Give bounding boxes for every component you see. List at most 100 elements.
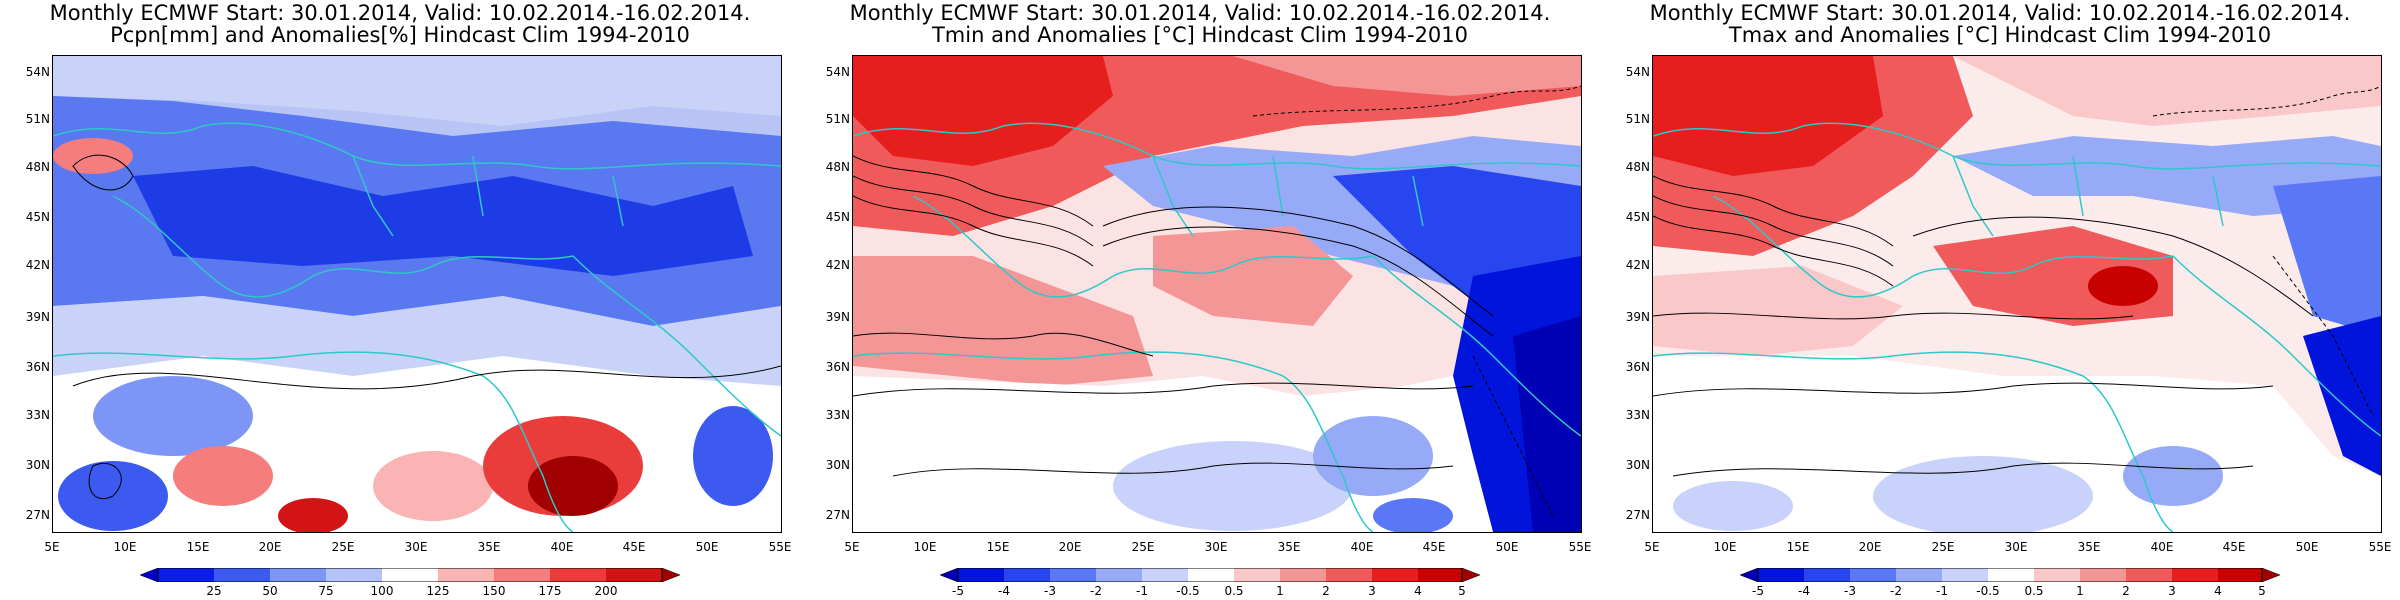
map-area [1652, 55, 2382, 533]
lon-label: 55E [768, 540, 792, 554]
colorbar-label: -2 [1090, 584, 1102, 598]
lat-label: 45N [825, 210, 850, 224]
lon-label: 5E [1644, 540, 1660, 554]
colorbar-label: -0.5 [1976, 584, 2000, 598]
anomaly-field [853, 56, 1581, 532]
panel-tmax: Monthly ECMWF Start: 30.01.2014, Valid: … [1600, 0, 2400, 600]
lat-label: 42N [25, 258, 50, 272]
lon-label: 20E [1858, 540, 1882, 554]
colorbar-label: 75 [318, 584, 334, 598]
lon-label: 45E [2222, 540, 2246, 554]
colorbar-label: 125 [426, 584, 450, 598]
lon-label: 50E [695, 540, 719, 554]
lat-label: 42N [1625, 258, 1650, 272]
lon-label: 25E [1131, 540, 1155, 554]
lon-label: 15E [186, 540, 210, 554]
lon-label: 35E [477, 540, 501, 554]
panel-title-line2: Pcpn[mm] and Anomalies[%] Hindcast Clim … [110, 23, 690, 47]
colorbar-label: 1 [2076, 584, 2084, 598]
anomaly-field [53, 56, 781, 532]
colorbar-label: -1 [1136, 584, 1148, 598]
lon-label: 25E [331, 540, 355, 554]
colorbar-label: -5 [1752, 584, 1764, 598]
colorbar-label: -5 [952, 584, 964, 598]
lat-label: 30N [25, 458, 50, 472]
lon-label: 5E [844, 540, 860, 554]
colorbar-label: -4 [998, 584, 1010, 598]
lat-label: 51N [1625, 112, 1650, 126]
colorbar-label: -3 [1844, 584, 1856, 598]
lat-label: 54N [1625, 65, 1650, 79]
contour-lines [72, 154, 781, 500]
panel-tmin: Monthly ECMWF Start: 30.01.2014, Valid: … [800, 0, 1600, 600]
coastlines [1653, 122, 2381, 532]
lat-label: 33N [825, 408, 850, 422]
colorbar-label: 5 [2258, 584, 2266, 598]
colorbar-label: 4 [1414, 584, 1422, 598]
panel-title-line1: Monthly ECMWF Start: 30.01.2014, Valid: … [849, 1, 1551, 25]
colorbar-label: 3 [2168, 584, 2176, 598]
contour-lines [853, 85, 1581, 517]
lat-label: 36N [1625, 360, 1650, 374]
lat-label: 30N [825, 458, 850, 472]
colorbar-label: 200 [594, 584, 618, 598]
map-area [852, 55, 1582, 533]
lat-label: 42N [825, 258, 850, 272]
lat-label: 45N [1625, 210, 1650, 224]
lat-label: 27N [25, 508, 50, 522]
lon-label: 45E [1422, 540, 1446, 554]
colorbar [940, 568, 1480, 582]
colorbar [1740, 568, 2280, 582]
lon-label: 15E [1786, 540, 1810, 554]
colorbar-label: 5 [1458, 584, 1466, 598]
colorbar-label: 1 [1276, 584, 1284, 598]
lon-label: 40E [2150, 540, 2174, 554]
lon-label: 20E [258, 540, 282, 554]
lat-label: 33N [1625, 408, 1650, 422]
lon-label: 35E [2077, 540, 2101, 554]
lon-label: 15E [986, 540, 1010, 554]
lat-label: 54N [825, 65, 850, 79]
lat-label: 39N [1625, 310, 1650, 324]
panel-precipitation: Monthly ECMWF Start: 30.01.2014, Valid: … [0, 0, 800, 600]
lat-label: 51N [825, 112, 850, 126]
colorbar-label: -3 [1044, 584, 1056, 598]
colorbar-label: 175 [538, 584, 562, 598]
lon-label: 30E [1204, 540, 1228, 554]
colorbar-label: 2 [1322, 584, 1330, 598]
panel-title-line2: Tmax and Anomalies [°C] Hindcast Clim 19… [1728, 23, 2272, 47]
lon-label: 40E [1350, 540, 1374, 554]
lon-label: 30E [2004, 540, 2028, 554]
colorbar-label: 25 [206, 584, 222, 598]
lon-label: 50E [1495, 540, 1519, 554]
lon-label: 25E [1931, 540, 1955, 554]
lat-label: 36N [25, 360, 50, 374]
lon-label: 50E [2295, 540, 2319, 554]
panel-title-line2: Tmin and Anomalies [°C] Hindcast Clim 19… [931, 23, 1469, 47]
panel-title-line1: Monthly ECMWF Start: 30.01.2014, Valid: … [49, 1, 751, 25]
colorbar-label: 0.5 [2024, 584, 2044, 598]
lon-label: 45E [622, 540, 646, 554]
colorbar-label: 2 [2122, 584, 2130, 598]
colorbar-label: -0.5 [1176, 584, 1200, 598]
lat-label: 30N [1625, 458, 1650, 472]
lat-label: 39N [825, 310, 850, 324]
map-area [52, 55, 782, 533]
lon-label: 55E [2368, 540, 2392, 554]
lat-label: 45N [25, 210, 50, 224]
coastlines [53, 122, 781, 532]
lat-label: 54N [25, 65, 50, 79]
lon-label: 5E [44, 540, 60, 554]
lat-label: 33N [25, 408, 50, 422]
lon-label: 10E [1713, 540, 1737, 554]
lon-label: 10E [913, 540, 937, 554]
colorbar-label: 4 [2214, 584, 2222, 598]
lon-label: 55E [1568, 540, 1592, 554]
colorbar-label: 3 [1368, 584, 1376, 598]
anomaly-field [1653, 56, 2381, 532]
lat-label: 48N [825, 160, 850, 174]
colorbar [140, 568, 680, 582]
colorbar-label: 100 [370, 584, 394, 598]
colorbar-label: 150 [482, 584, 506, 598]
colorbar-label: -1 [1936, 584, 1948, 598]
